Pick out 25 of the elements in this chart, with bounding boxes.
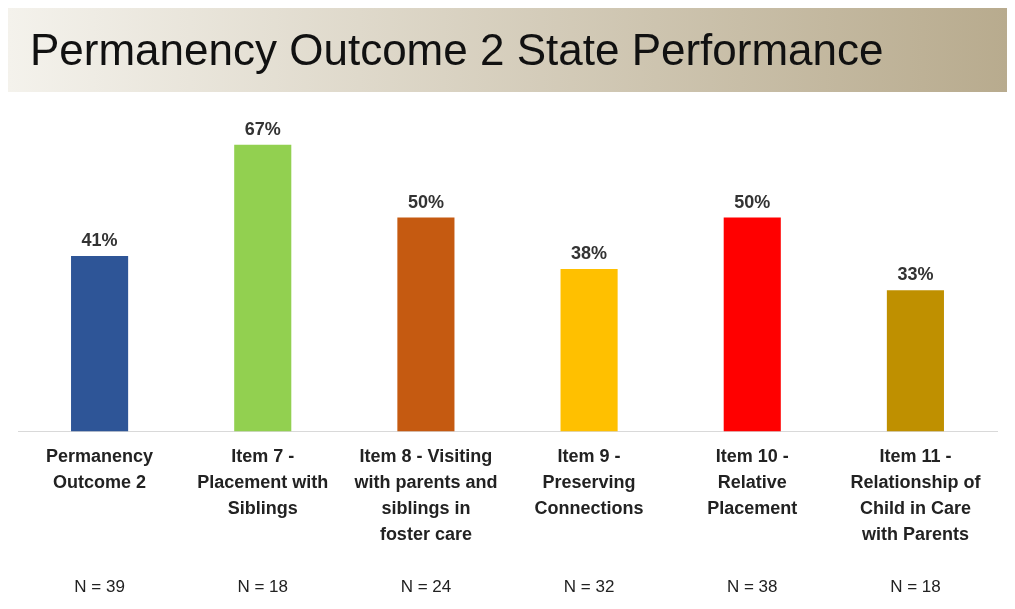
bar [723, 217, 781, 432]
x-tick-label: Item 10 - Relative Placement [707, 445, 798, 518]
data-label: 41% [81, 230, 118, 251]
data-label: 50% [407, 191, 444, 212]
text: N = 18 [237, 577, 289, 597]
bar [886, 290, 944, 432]
data-label: 67% [244, 118, 281, 139]
data-label: 38% [571, 242, 608, 263]
text: N = 38 [726, 577, 778, 597]
bar [71, 256, 129, 432]
chart-title: Permanency Outcome 2 State Performance [30, 25, 884, 75]
x-tick-label: Item 11 - Relationship of Child in Care with Parents [850, 445, 982, 544]
bar [560, 268, 618, 432]
x-tick-label: Item 9 - Preserving Connections [534, 445, 644, 518]
text: N = 24 [400, 577, 452, 597]
text: N = 39 [74, 577, 125, 597]
bar [234, 144, 292, 432]
x-tick-label: Permanency Outcome 2 [46, 445, 154, 492]
text: N = 32 [563, 577, 615, 597]
data-label: 33% [897, 264, 934, 285]
x-tick-label: Item 8 - Visiting with parents and siblings in foster care [353, 445, 498, 544]
x-tick-label: Item 7 - Placement with Siblings [197, 445, 329, 518]
text: N = 18 [890, 577, 941, 597]
data-label: 50% [734, 191, 771, 212]
bar [397, 217, 455, 432]
